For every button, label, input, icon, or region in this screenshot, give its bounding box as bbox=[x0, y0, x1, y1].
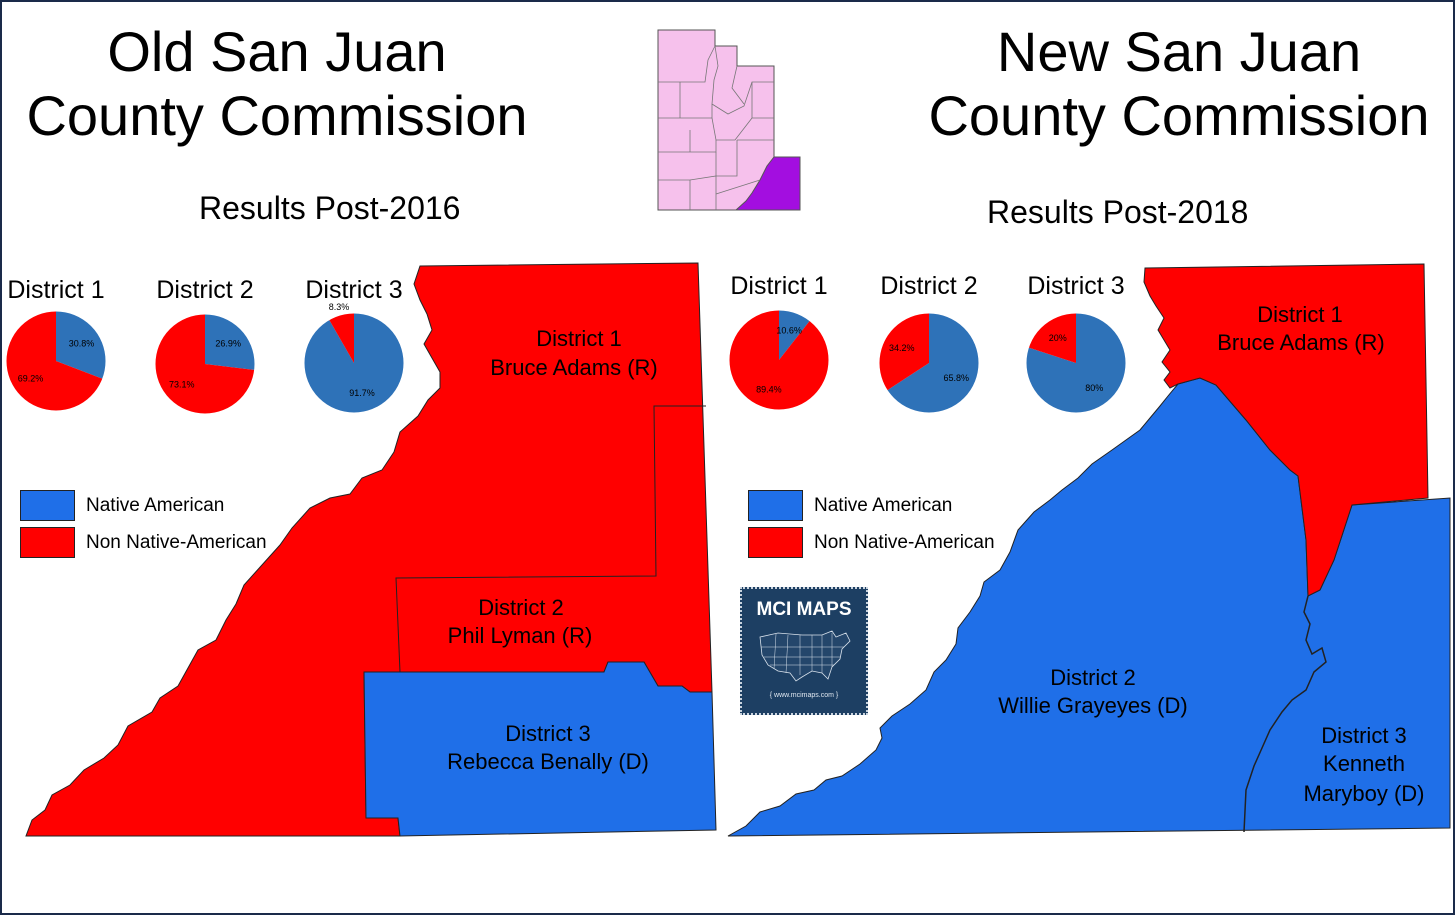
pie-title: District 1 bbox=[730, 272, 827, 300]
pie-label-native: 30.8% bbox=[69, 338, 95, 348]
old-district-3-title: District 3 bbox=[505, 721, 591, 746]
old-legend: Native American Non Native-American bbox=[20, 487, 267, 561]
pie-title: District 1 bbox=[7, 276, 104, 304]
new-district-3-commissioner-line1: Kenneth bbox=[1323, 751, 1405, 776]
pie-title: District 3 bbox=[305, 276, 402, 304]
pie-old-district-3: District 3 91.7% 8.3% bbox=[303, 276, 405, 414]
logo-url: { www.mcimaps.com } bbox=[769, 692, 839, 699]
pie-title: District 2 bbox=[156, 276, 253, 304]
pie-outline bbox=[154, 313, 256, 415]
pie-label-non-native: 20% bbox=[1049, 333, 1067, 343]
old-title-line-2: County Commission bbox=[26, 84, 528, 147]
legend-item-non-native: Non Native-American bbox=[20, 524, 267, 561]
pie-slice-non-native bbox=[329, 313, 354, 363]
pie-new-district-2: District 2 65.8% 34.2% bbox=[878, 272, 980, 414]
pie-label-native: 10.6% bbox=[776, 326, 802, 336]
pie-charts: District 1 30.8% 69.2% District 2 26.9% 73.1%… bbox=[5, 272, 1127, 415]
pie-outline bbox=[1025, 312, 1127, 414]
old-district-3-area bbox=[363, 661, 717, 837]
pie-outline bbox=[878, 312, 980, 414]
old-district-2-boundary bbox=[395, 405, 706, 673]
old-title-line-1: Old San Juan bbox=[107, 20, 447, 83]
new-district-1-title: District 1 bbox=[1257, 302, 1343, 327]
legend-swatch-non-native bbox=[748, 527, 803, 558]
new-title-line-2: County Commission bbox=[928, 84, 1430, 147]
new-title-line-1: New San Juan bbox=[996, 20, 1362, 83]
pie-old-district-2: District 2 26.9% 73.1% bbox=[154, 276, 256, 415]
pie-label-native: 91.7% bbox=[349, 388, 375, 398]
pie-slice-native bbox=[887, 313, 979, 413]
pie-old-district-1: District 1 30.8% 69.2% bbox=[5, 276, 107, 412]
pie-label-non-native: 73.1% bbox=[169, 380, 195, 390]
new-district-2-3-boundary bbox=[1243, 595, 1327, 833]
legend-swatch-non-native bbox=[20, 527, 75, 558]
old-district-3-commissioner: Rebecca Benally (D) bbox=[447, 749, 649, 774]
pie-outline bbox=[5, 310, 107, 412]
utah-county-lines bbox=[658, 45, 774, 210]
old-district-2-title: District 2 bbox=[478, 595, 564, 620]
pie-new-district-1: District 1 10.6% 89.4% bbox=[728, 272, 830, 411]
old-district-1-commissioner: Bruce Adams (R) bbox=[490, 355, 658, 380]
new-commission-title: New San Juan County Commission bbox=[902, 20, 1456, 148]
pie-label-native: 65.8% bbox=[943, 373, 969, 383]
pie-label-non-native: 89.4% bbox=[756, 384, 782, 394]
pie-slice-native bbox=[304, 312, 405, 413]
legend-item-non-native: Non Native-American bbox=[748, 524, 995, 561]
new-map bbox=[727, 263, 1451, 837]
pie-slice-non-native bbox=[5, 311, 103, 411]
new-district-1-area bbox=[1143, 263, 1429, 597]
pie-label-native: 80% bbox=[1085, 383, 1103, 393]
pie-label-native: 26.9% bbox=[215, 338, 241, 348]
pie-outline bbox=[303, 312, 405, 414]
logo-title: MCI MAPS bbox=[756, 599, 852, 620]
old-district-1-title: District 1 bbox=[536, 326, 622, 351]
pie-slice-non-native bbox=[728, 310, 829, 410]
usa-map-icon bbox=[759, 630, 851, 682]
pie-label-non-native: 34.2% bbox=[889, 343, 915, 353]
legend-label-non-native: Non Native-American bbox=[86, 531, 267, 553]
pie-label-non-native: 8.3% bbox=[329, 302, 350, 312]
old-commission-title: Old San Juan County Commission bbox=[0, 20, 554, 148]
new-district-2-title: District 2 bbox=[1050, 665, 1136, 690]
legend-item-native: Native American bbox=[748, 487, 995, 524]
pie-label-non-native: 69.2% bbox=[18, 374, 44, 384]
new-legend: Native American Non Native-American bbox=[748, 487, 995, 561]
pie-title: District 2 bbox=[880, 272, 977, 300]
mci-maps-logo: MCI MAPS { www.mcimaps.com } bbox=[740, 587, 868, 715]
old-results-subtitle: Results Post-2016 bbox=[199, 190, 461, 226]
legend-item-native: Native American bbox=[20, 487, 267, 524]
new-district-1-commissioner: Bruce Adams (R) bbox=[1217, 330, 1385, 355]
legend-label-native: Native American bbox=[86, 494, 225, 516]
san-juan-county-highlight bbox=[734, 156, 801, 211]
legend-swatch-native bbox=[20, 490, 75, 521]
new-results-subtitle: Results Post-2018 bbox=[987, 194, 1249, 230]
new-district-3-title: District 3 bbox=[1321, 723, 1407, 748]
pie-slice-non-native bbox=[1028, 313, 1076, 363]
old-district-2-commissioner: Phil Lyman (R) bbox=[448, 623, 593, 648]
pie-slice-non-native bbox=[878, 313, 929, 391]
pie-new-district-3: District 3 80% 20% bbox=[1025, 272, 1127, 414]
pie-slice-native bbox=[205, 314, 255, 370]
pie-title: District 3 bbox=[1027, 272, 1124, 300]
legend-label-native: Native American bbox=[814, 494, 953, 516]
legend-swatch-native bbox=[748, 490, 803, 521]
legend-label-non-native: Non Native-American bbox=[814, 531, 995, 553]
new-district-3-commissioner-line2: Maryboy (D) bbox=[1303, 781, 1424, 806]
pie-slice-native bbox=[779, 310, 810, 360]
old-map bbox=[25, 262, 717, 837]
new-district-2-commissioner: Willie Grayeyes (D) bbox=[998, 693, 1187, 718]
pie-slice-non-native bbox=[154, 314, 255, 414]
utah-inset-map bbox=[657, 29, 801, 211]
pie-outline bbox=[728, 309, 830, 411]
